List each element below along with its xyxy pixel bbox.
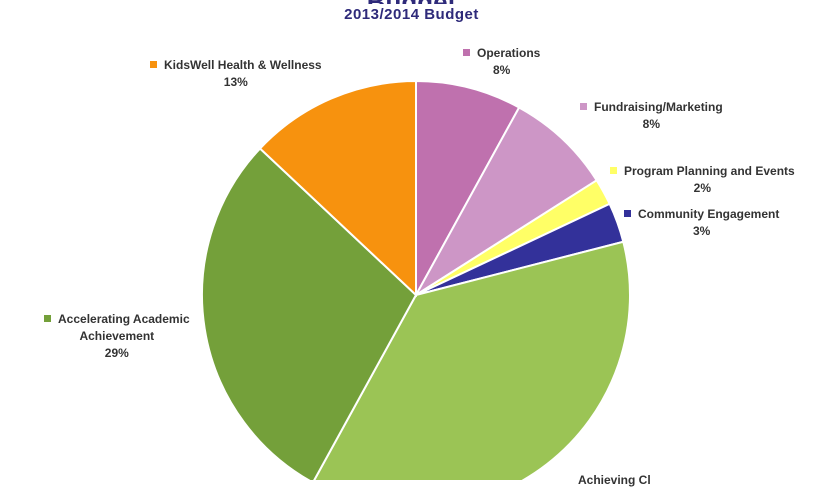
pie-slice-kidswell-health-wellness	[258, 79, 417, 298]
chart-title-partial: Budget	[0, 0, 823, 4]
legend-swatch-community-engagement	[624, 210, 631, 217]
pie-slice-achieving-cl	[313, 240, 631, 480]
slice-label-accelerating: Accelerating Academic Achievement 29%	[44, 311, 190, 362]
slice-label-community-engagement: Community Engagement 3%	[624, 206, 779, 240]
pie-slice-accelerating-academic-achievement	[201, 147, 418, 480]
slice-label-program-planning: Program Planning and Events 2%	[610, 163, 795, 197]
slice-label-fundraising: Fundraising/Marketing 8%	[580, 99, 723, 133]
legend-swatch-operations	[463, 49, 470, 56]
legend-swatch-accelerating	[44, 315, 51, 322]
slice-label-operations: Operations 8%	[463, 45, 540, 79]
legend-swatch-kidswell	[150, 61, 157, 68]
chart-subtitle: 2013/2014 Budget	[344, 6, 479, 23]
legend-swatch-program-planning	[610, 167, 617, 174]
legend-swatch-fundraising	[580, 103, 587, 110]
pie-slice-fundraising-marketing	[415, 106, 599, 296]
pie-slice-operations	[415, 79, 521, 296]
slice-label-kidswell: KidsWell Health & Wellness 13%	[150, 57, 322, 91]
slice-label-achieving: Achieving Cl	[578, 473, 651, 487]
